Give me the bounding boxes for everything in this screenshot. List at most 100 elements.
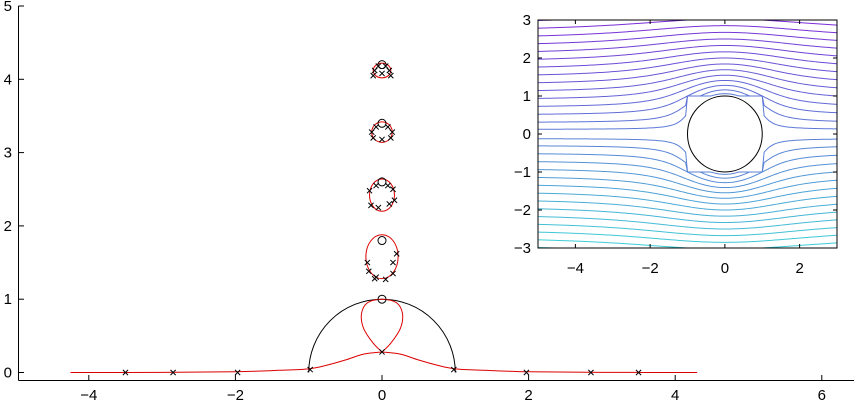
x-marker xyxy=(375,63,382,70)
x-marker xyxy=(379,70,385,77)
streamline xyxy=(537,25,838,37)
streamline xyxy=(537,79,838,107)
x-marker xyxy=(307,366,314,373)
main-x-tick-label: 0 xyxy=(378,387,386,404)
cylinder-circle xyxy=(687,95,763,173)
main-y-tick-label: 2 xyxy=(4,218,12,235)
x-marker xyxy=(170,369,177,376)
inset-y-tick-label: −1 xyxy=(514,164,531,181)
main-y-tick-label: 1 xyxy=(4,291,12,308)
streamline xyxy=(537,176,838,199)
x-marker xyxy=(370,134,377,141)
main-markers xyxy=(122,60,642,376)
inset-plot: −4 −2 0 2 −3 −2 −1 0 1 2 3 xyxy=(514,12,838,277)
red-curve-loop xyxy=(365,234,399,280)
streamline xyxy=(537,231,838,243)
x-marker xyxy=(375,204,382,211)
inset-y-tick-label: 3 xyxy=(523,12,531,29)
streamline xyxy=(537,84,838,115)
main-axes xyxy=(18,6,854,381)
inset-x-tick-label: −2 xyxy=(642,260,659,277)
streamline xyxy=(537,184,838,205)
x-marker xyxy=(390,259,396,266)
streamline xyxy=(537,31,838,45)
x-marker xyxy=(387,72,394,79)
inset-ticks: −4 −2 0 2 −3 −2 −1 0 1 2 3 xyxy=(514,12,837,277)
main-y-tick-label: 5 xyxy=(4,0,12,15)
streamline xyxy=(537,51,838,68)
inset-y-tick-label: 2 xyxy=(523,50,531,67)
x-marker xyxy=(371,67,378,74)
main-y-tick-label: 3 xyxy=(4,145,12,162)
x-marker xyxy=(382,63,389,70)
x-marker xyxy=(365,268,372,275)
x-marker xyxy=(382,276,389,283)
streamline xyxy=(537,44,838,60)
streamline xyxy=(537,208,838,224)
inset-x-tick-label: 2 xyxy=(795,260,803,277)
inset-cylinder xyxy=(687,95,763,173)
x-marker xyxy=(390,186,396,193)
streamline xyxy=(537,63,838,84)
circle-marker xyxy=(377,294,387,304)
x-marker xyxy=(373,182,380,189)
red-curve-loop xyxy=(372,62,392,79)
streamline xyxy=(537,161,838,189)
x-marker xyxy=(370,72,377,79)
x-marker xyxy=(371,275,378,282)
red-curve-right-tail xyxy=(381,351,698,373)
main-y-tick-label: 4 xyxy=(4,71,12,88)
streamline xyxy=(537,192,838,211)
main-x-tick-label: 4 xyxy=(671,387,679,404)
x-marker xyxy=(379,136,385,143)
x-marker xyxy=(450,366,457,373)
circle-marker xyxy=(377,236,387,246)
x-marker xyxy=(635,369,642,376)
x-marker xyxy=(234,369,241,376)
red-curve-lobe xyxy=(360,298,404,353)
x-marker xyxy=(122,369,129,376)
x-marker xyxy=(384,123,391,130)
streamline xyxy=(537,69,838,92)
x-marker xyxy=(390,270,396,277)
main-series xyxy=(70,62,698,373)
streamline xyxy=(537,74,838,99)
x-marker xyxy=(386,67,393,74)
red-curve-loop xyxy=(369,178,395,212)
circle-marker xyxy=(377,60,387,70)
main-x-tick-label: −4 xyxy=(80,387,97,404)
x-marker xyxy=(384,182,391,189)
streamline xyxy=(537,57,838,76)
main-ticks: −4 −2 0 2 4 6 0 1 2 3 4 5 xyxy=(4,0,826,404)
inset-y-tick-label: −3 xyxy=(514,240,531,257)
streamline xyxy=(538,138,838,175)
x-marker xyxy=(366,187,373,194)
streamline xyxy=(537,38,838,52)
main-x-tick-label: 6 xyxy=(818,387,826,404)
red-curve-left-tail xyxy=(70,351,383,373)
x-marker xyxy=(393,250,400,257)
x-marker xyxy=(364,259,371,266)
x-marker xyxy=(368,129,375,136)
circle-marker xyxy=(377,177,387,187)
main-plot: −4 −2 0 2 4 6 0 1 2 3 4 5 xyxy=(4,0,854,404)
x-marker xyxy=(387,134,394,141)
circle-marker xyxy=(377,118,387,128)
inset-y-tick-label: 0 xyxy=(523,126,531,143)
main-x-tick-label: 2 xyxy=(524,387,532,404)
x-marker xyxy=(379,349,385,355)
streamline xyxy=(537,169,838,194)
inset-x-tick-label: 0 xyxy=(721,260,729,277)
inset-x-tick-label: −4 xyxy=(567,260,584,277)
streamline xyxy=(537,216,838,230)
main-x-tick-label: −2 xyxy=(227,387,244,404)
streamline xyxy=(537,223,838,237)
x-marker xyxy=(368,202,374,209)
black-semicircle xyxy=(308,298,456,373)
x-marker xyxy=(373,123,380,130)
x-marker xyxy=(391,197,398,204)
x-marker xyxy=(386,200,393,207)
inset-y-tick-label: 1 xyxy=(523,88,531,105)
streamline xyxy=(537,200,838,217)
